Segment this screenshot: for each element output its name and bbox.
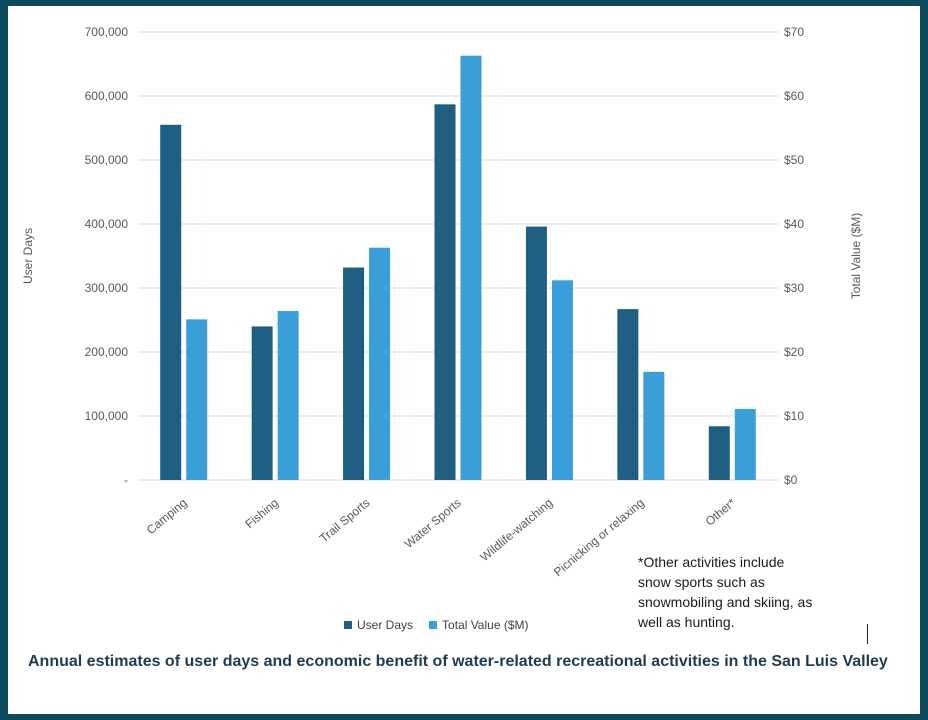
right-axis-title: Total Value ($M) bbox=[849, 213, 863, 299]
category-label: Camping bbox=[144, 496, 190, 538]
legend-label-total-value: Total Value ($M) bbox=[442, 618, 529, 632]
bar-user-days bbox=[525, 226, 547, 480]
bars bbox=[160, 55, 756, 481]
bar-total-value bbox=[369, 247, 391, 480]
bar-user-days bbox=[708, 426, 730, 480]
bar-total-value bbox=[734, 408, 756, 480]
y2-tick-label: $40 bbox=[784, 217, 804, 231]
legend-item-user-days: User Days bbox=[344, 618, 413, 632]
bar-user-days bbox=[617, 309, 639, 480]
category-label: Other* bbox=[703, 495, 739, 528]
y-tick-label: 500,000 bbox=[85, 153, 129, 167]
y-tick-label: - bbox=[124, 473, 128, 487]
category-label: Trail Sports bbox=[317, 496, 373, 546]
category-label: Water Sports bbox=[402, 496, 464, 551]
y2-tick-label: $30 bbox=[784, 281, 804, 295]
y-tick-label: 700,000 bbox=[85, 25, 129, 39]
bar-total-value bbox=[643, 371, 665, 480]
bar-user-days bbox=[343, 267, 365, 480]
category-label: Wildlife-watching bbox=[477, 496, 555, 565]
y-tick-label: 200,000 bbox=[85, 345, 129, 359]
legend: User Days Total Value ($M) bbox=[344, 618, 529, 632]
y2-tick-label: $50 bbox=[784, 153, 804, 167]
footnote: *Other activities include snow sports su… bbox=[638, 554, 813, 630]
bar-total-value bbox=[460, 55, 482, 481]
bar-user-days bbox=[251, 326, 273, 480]
y-tick-label: 600,000 bbox=[85, 89, 129, 103]
legend-label-user-days: User Days bbox=[357, 618, 414, 632]
bar-user-days bbox=[160, 124, 182, 481]
bar-total-value bbox=[277, 311, 299, 480]
y2-tick-label: $0 bbox=[784, 473, 798, 487]
legend-item-total-value: Total Value ($M) bbox=[429, 618, 529, 632]
y-tick-label: 300,000 bbox=[85, 281, 129, 295]
bar-total-value bbox=[186, 319, 208, 480]
category-label: Fishing bbox=[242, 496, 281, 532]
chart-caption: Annual estimates of user days and econom… bbox=[28, 653, 888, 670]
legend-swatch-total-value bbox=[429, 621, 438, 629]
y2-tick-label: $70 bbox=[784, 25, 804, 39]
legend-swatch-user-days bbox=[344, 621, 352, 629]
bar-user-days bbox=[434, 104, 456, 480]
bar-total-value bbox=[551, 280, 573, 480]
y2-tick-label: $20 bbox=[784, 345, 804, 359]
y-tick-label: 100,000 bbox=[85, 409, 129, 423]
category-label: Picnicking or relaxing bbox=[551, 496, 647, 580]
y-tick-label: 400,000 bbox=[85, 217, 129, 231]
right-axis-ticks: $0 $10 $20 $30 $40 $50 $60 $70 bbox=[784, 25, 804, 487]
y2-tick-label: $10 bbox=[784, 409, 804, 423]
left-axis-title: User Days bbox=[21, 228, 35, 284]
text-cursor bbox=[867, 624, 868, 644]
gridlines bbox=[138, 31, 778, 481]
y2-tick-label: $60 bbox=[784, 89, 804, 103]
left-axis-ticks: - 100,000 200,000 300,000 400,000 500,000 600,… bbox=[85, 25, 129, 487]
